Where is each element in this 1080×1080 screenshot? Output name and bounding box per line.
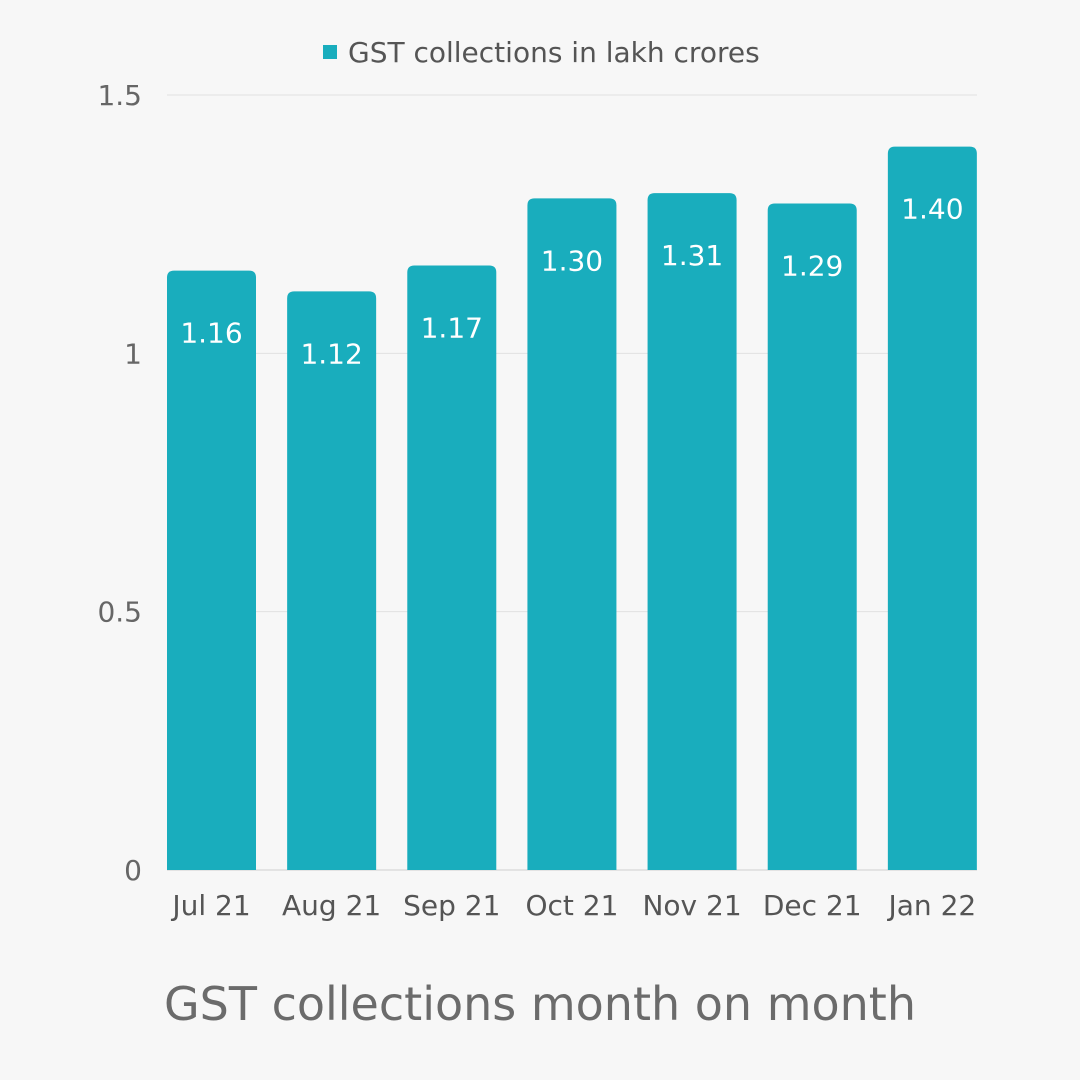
bar — [647, 193, 737, 870]
x-tick-label: Oct 21 — [525, 889, 618, 922]
x-tick-label: Nov 21 — [642, 889, 741, 922]
data-label: 1.30 — [541, 244, 603, 277]
x-tick-label: Jan 22 — [887, 889, 977, 922]
chart-legend: GST collections in lakh crores — [323, 36, 760, 69]
data-label: 1.40 — [901, 193, 963, 226]
y-tick-label: 0.5 — [97, 596, 142, 629]
legend-swatch — [323, 45, 337, 59]
chart-title: GST collections month on month — [164, 977, 916, 1031]
bar — [887, 146, 977, 870]
bar — [407, 265, 497, 870]
y-tick-label: 1 — [124, 337, 142, 370]
data-label: 1.31 — [661, 239, 723, 272]
bar — [167, 270, 256, 871]
x-tick-label: Dec 21 — [763, 889, 862, 922]
y-axis: 0 0.5 1 1.5 — [97, 79, 142, 887]
data-label: 1.17 — [421, 312, 483, 345]
x-tick-label: Sep 21 — [403, 889, 500, 922]
data-label: 1.29 — [781, 250, 843, 283]
bar — [527, 198, 617, 871]
data-label: 1.16 — [180, 317, 242, 350]
bars — [167, 146, 977, 871]
y-tick-label: 0 — [124, 854, 142, 887]
x-tick-label: Aug 21 — [282, 889, 381, 922]
y-tick-label: 1.5 — [97, 79, 142, 112]
legend-label: GST collections in lakh crores — [348, 36, 760, 69]
data-label: 1.12 — [300, 337, 362, 370]
bar — [767, 203, 857, 870]
x-axis: Jul 21 Aug 21 Sep 21 Oct 21 Nov 21 Dec 21 Jan … — [170, 889, 976, 922]
bar — [287, 291, 377, 870]
data-labels: 1.16 1.12 1.17 1.30 1.31 1.29 1.40 — [180, 193, 963, 371]
x-tick-label: Jul 21 — [170, 889, 250, 922]
